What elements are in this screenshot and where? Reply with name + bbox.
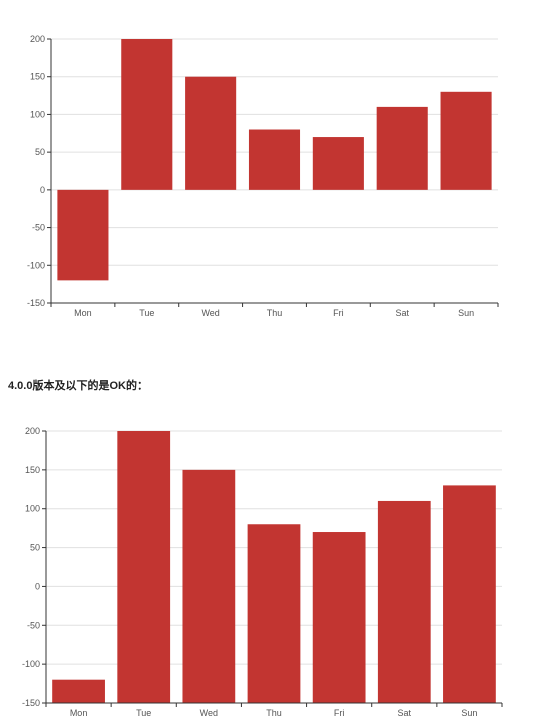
bar-sat[interactable]: [376, 106, 428, 190]
y-tick-label: -150: [27, 298, 45, 308]
bar-thu[interactable]: [248, 129, 301, 190]
y-tick-label: 50: [35, 147, 45, 157]
bar-mon[interactable]: [52, 679, 105, 703]
bar-chart-bottom: 200 150 100 50 0 -50 -100 -150 Mon Tue Wed Thu Fri Sa…: [22, 426, 503, 718]
y-tick-label: 150: [25, 465, 40, 475]
caption-text: 4.0.0版本及以下的是OK的：: [8, 380, 148, 392]
x-tick-label: Mon: [74, 308, 92, 318]
x-tick-label: Sun: [461, 708, 477, 718]
y-tick-label: 200: [25, 426, 40, 436]
y-tick-label: -100: [22, 659, 40, 669]
y-tick-label: 0: [35, 581, 40, 591]
x-tick-label: Sun: [458, 308, 474, 318]
x-tick-label: Wed: [200, 708, 218, 718]
y-tick-label: 150: [30, 72, 45, 82]
bar-fri[interactable]: [312, 137, 364, 190]
x-tick-label: Thu: [266, 708, 282, 718]
bar-sun[interactable]: [440, 91, 492, 190]
x-tick-label: Tue: [139, 308, 154, 318]
bar-sun[interactable]: [443, 485, 496, 703]
bar-wed[interactable]: [185, 76, 237, 190]
y-tick-label: 100: [25, 504, 40, 514]
x-tick-label: Fri: [333, 308, 344, 318]
bar-thu[interactable]: [247, 524, 301, 703]
x-tick-label: Sat: [395, 308, 409, 318]
x-tick-label: Mon: [70, 708, 88, 718]
y-tick-label: -50: [27, 620, 40, 630]
bar-tue[interactable]: [121, 39, 173, 190]
y-tick-label: -100: [27, 260, 45, 270]
bar-wed[interactable]: [182, 469, 236, 703]
bar-fri[interactable]: [312, 532, 366, 703]
bar-tue[interactable]: [117, 431, 171, 703]
y-tick-label: 50: [30, 543, 40, 553]
bar-sat[interactable]: [377, 500, 431, 703]
y-tick-label: 100: [30, 109, 45, 119]
y-tick-label: -50: [32, 223, 45, 233]
bar-mon[interactable]: [57, 189, 109, 281]
y-tick-label: -150: [22, 698, 40, 708]
bar-chart-top: 200 150 100 50 0 -50 -100 -150 Mon Tue Wed Thu Fri Sa…: [27, 34, 499, 318]
x-tick-label: Thu: [267, 308, 283, 318]
x-tick-label: Sat: [398, 708, 412, 718]
x-tick-label: Fri: [334, 708, 345, 718]
x-tick-label: Tue: [136, 708, 151, 718]
y-tick-label: 0: [40, 185, 45, 195]
x-tick-label: Wed: [201, 308, 219, 318]
y-tick-label: 200: [30, 34, 45, 44]
